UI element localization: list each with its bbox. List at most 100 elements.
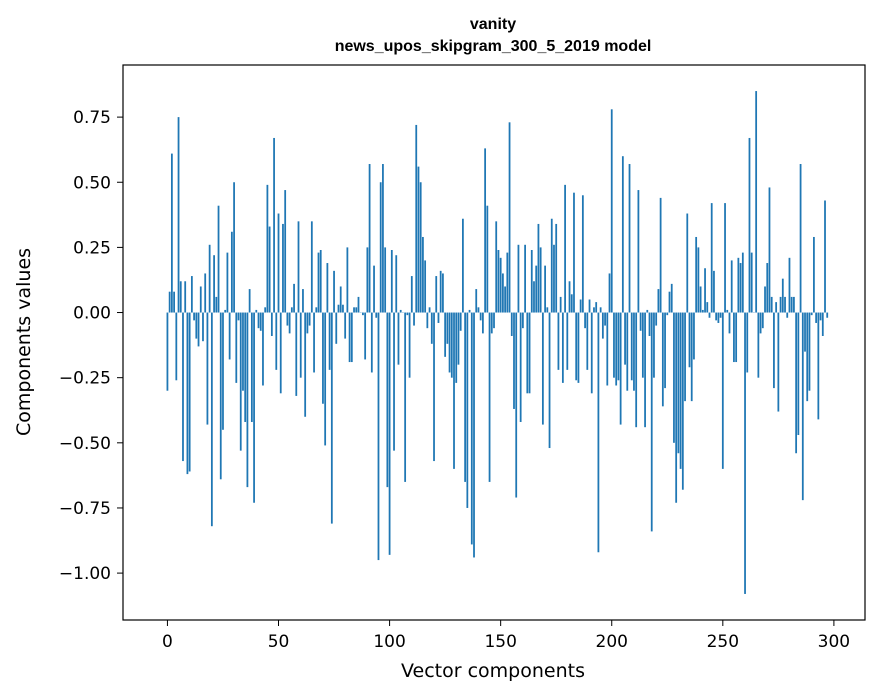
bar-199 [608, 273, 611, 313]
bar-212 [637, 190, 640, 313]
bar-50 [277, 213, 280, 313]
bar-109 [408, 312, 411, 378]
bar-94 [375, 312, 378, 318]
bar-146 [490, 312, 493, 334]
bar-270 [766, 263, 769, 313]
bar-19 [208, 244, 211, 313]
bar-101 [390, 250, 393, 313]
bar-262 [748, 137, 751, 313]
bar-115 [422, 236, 424, 313]
bar-96 [379, 182, 382, 313]
bar-257 [737, 257, 740, 313]
bar-141 [479, 312, 482, 321]
bar-74 [330, 312, 333, 524]
x-tick-label-200: 200 [596, 632, 628, 652]
axis-ticks: 0 50 100 150 200 250 300 −1.00 −0.75 −0.50 −0.25 0.… [59, 108, 850, 652]
bar-40 [255, 309, 258, 313]
bar-51 [279, 312, 282, 394]
bar-259 [741, 252, 744, 313]
bar-0 [166, 312, 169, 391]
bar-45 [266, 184, 269, 313]
bar-214 [641, 312, 644, 378]
bar-173 [550, 218, 553, 313]
bar-206 [624, 312, 626, 365]
bar-89 [364, 312, 367, 360]
bar-11 [190, 276, 193, 313]
bar-59 [297, 221, 300, 313]
bar-217 [648, 312, 651, 336]
bar-261 [746, 312, 749, 373]
bar-260 [744, 312, 746, 594]
y-tick-label-0: −1.00 [59, 564, 111, 584]
bar-132 [459, 312, 462, 331]
bar-201 [613, 312, 615, 378]
bar-227 [670, 283, 673, 313]
bar-91 [368, 164, 371, 313]
bar-7 [182, 312, 184, 462]
bar-210 [633, 312, 635, 391]
y-tick-label-5: 0.25 [73, 238, 111, 258]
bar-13 [195, 312, 198, 339]
bar-34 [242, 312, 244, 391]
bar-292 [815, 312, 818, 323]
bar-256 [735, 312, 738, 363]
bar-188 [584, 312, 586, 329]
bar-73 [328, 312, 331, 370]
bar-229 [675, 312, 678, 503]
y-tick-label-4: 0.00 [73, 304, 111, 324]
bar-144 [486, 205, 489, 313]
bar-265 [755, 91, 758, 313]
bar-6 [179, 281, 182, 313]
bar-92 [370, 312, 373, 373]
bar-81 [346, 247, 349, 313]
bar-126 [446, 312, 449, 344]
bar-240 [699, 286, 702, 313]
bar-222 [659, 197, 662, 313]
y-tick-label-1: −0.75 [59, 499, 111, 519]
bar-150 [499, 257, 502, 313]
bar-142 [482, 312, 484, 334]
bar-278 [784, 296, 786, 313]
bar-283 [795, 312, 798, 454]
bar-125 [444, 312, 447, 357]
bar-196 [601, 312, 604, 339]
bar-76 [335, 312, 338, 344]
bar-148 [495, 221, 498, 313]
bar-200 [610, 109, 613, 313]
bar-202 [615, 312, 618, 386]
bar-30 [233, 182, 235, 313]
bar-255 [733, 312, 735, 363]
bar-192 [593, 307, 595, 313]
bar-205 [621, 156, 624, 313]
bar-159 [519, 312, 522, 422]
bar-218 [650, 312, 653, 532]
bar-203 [617, 312, 620, 381]
bar-120 [433, 312, 435, 462]
bar-56 [290, 307, 293, 313]
bar-282 [793, 296, 795, 313]
bar-161 [524, 244, 526, 313]
bar-78 [339, 286, 342, 313]
x-tick-label-150: 150 [484, 632, 516, 652]
bar-169 [541, 312, 544, 425]
bar-137 [470, 312, 473, 545]
bar-166 [535, 265, 538, 313]
bar-225 [666, 312, 669, 316]
bar-235 [688, 312, 691, 368]
bar-221 [657, 289, 660, 313]
bar-71 [324, 312, 327, 446]
bar-254 [730, 260, 733, 313]
bar-163 [528, 312, 531, 394]
bar-157 [515, 312, 518, 498]
bar-130 [455, 312, 458, 383]
bar-234 [686, 213, 689, 313]
bar-291 [813, 236, 815, 313]
bar-149 [497, 250, 500, 313]
bar-103 [395, 255, 398, 313]
bar-179 [564, 184, 566, 313]
y-axis-label: Components values [13, 248, 35, 436]
bar-155 [510, 312, 513, 336]
bar-286 [801, 312, 804, 501]
bar-104 [397, 312, 400, 365]
bar-83 [350, 312, 353, 363]
